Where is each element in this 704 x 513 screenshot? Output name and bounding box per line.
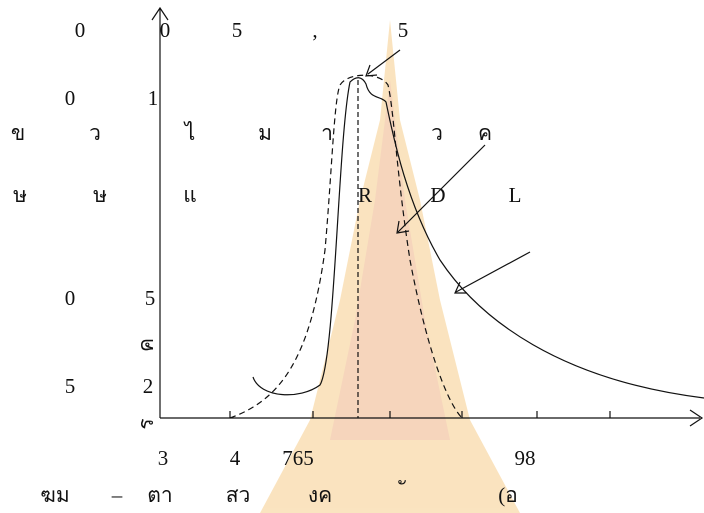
label: L <box>509 183 522 207</box>
arrow-line <box>368 50 400 74</box>
label: งค <box>308 483 332 507</box>
label: 0 <box>75 18 86 42</box>
label: (อ <box>498 483 518 507</box>
label: 765 <box>282 446 314 470</box>
label: – <box>111 483 123 507</box>
label: ค <box>134 338 158 352</box>
label: แ <box>183 183 197 207</box>
label: ษ <box>13 183 27 207</box>
label: 2 <box>143 374 154 398</box>
label: ฆม <box>40 483 69 507</box>
label: ม <box>258 121 272 145</box>
label: 0 <box>65 286 76 310</box>
label: สว <box>226 483 251 507</box>
label: 5 <box>65 374 76 398</box>
label: ข <box>11 121 25 145</box>
label: 5 <box>232 18 243 42</box>
label: R <box>358 183 372 207</box>
label: ไ <box>183 121 196 145</box>
label: 98 <box>515 446 536 470</box>
label: ษ <box>93 183 107 207</box>
label: 5 <box>398 18 409 42</box>
label: D <box>430 183 445 207</box>
label: ตา <box>147 483 172 507</box>
label: ร <box>134 418 158 429</box>
label: ว <box>431 121 443 145</box>
label: 5 <box>145 286 156 310</box>
label: 3 <box>158 446 169 470</box>
label: ว <box>89 121 101 145</box>
arrow-line <box>456 252 530 292</box>
label: 4 <box>230 446 241 470</box>
label: 1 <box>148 86 159 110</box>
page: 0 0 5 , 5 0 1 ข ว ไ ม า ว ค ษ ษ แ R D L … <box>0 0 704 513</box>
label: 0 <box>65 86 76 110</box>
label: ค <box>478 121 492 145</box>
label: , <box>312 18 317 42</box>
label: า <box>321 121 333 145</box>
arrow-head <box>366 65 377 76</box>
label: 0 <box>160 18 171 42</box>
